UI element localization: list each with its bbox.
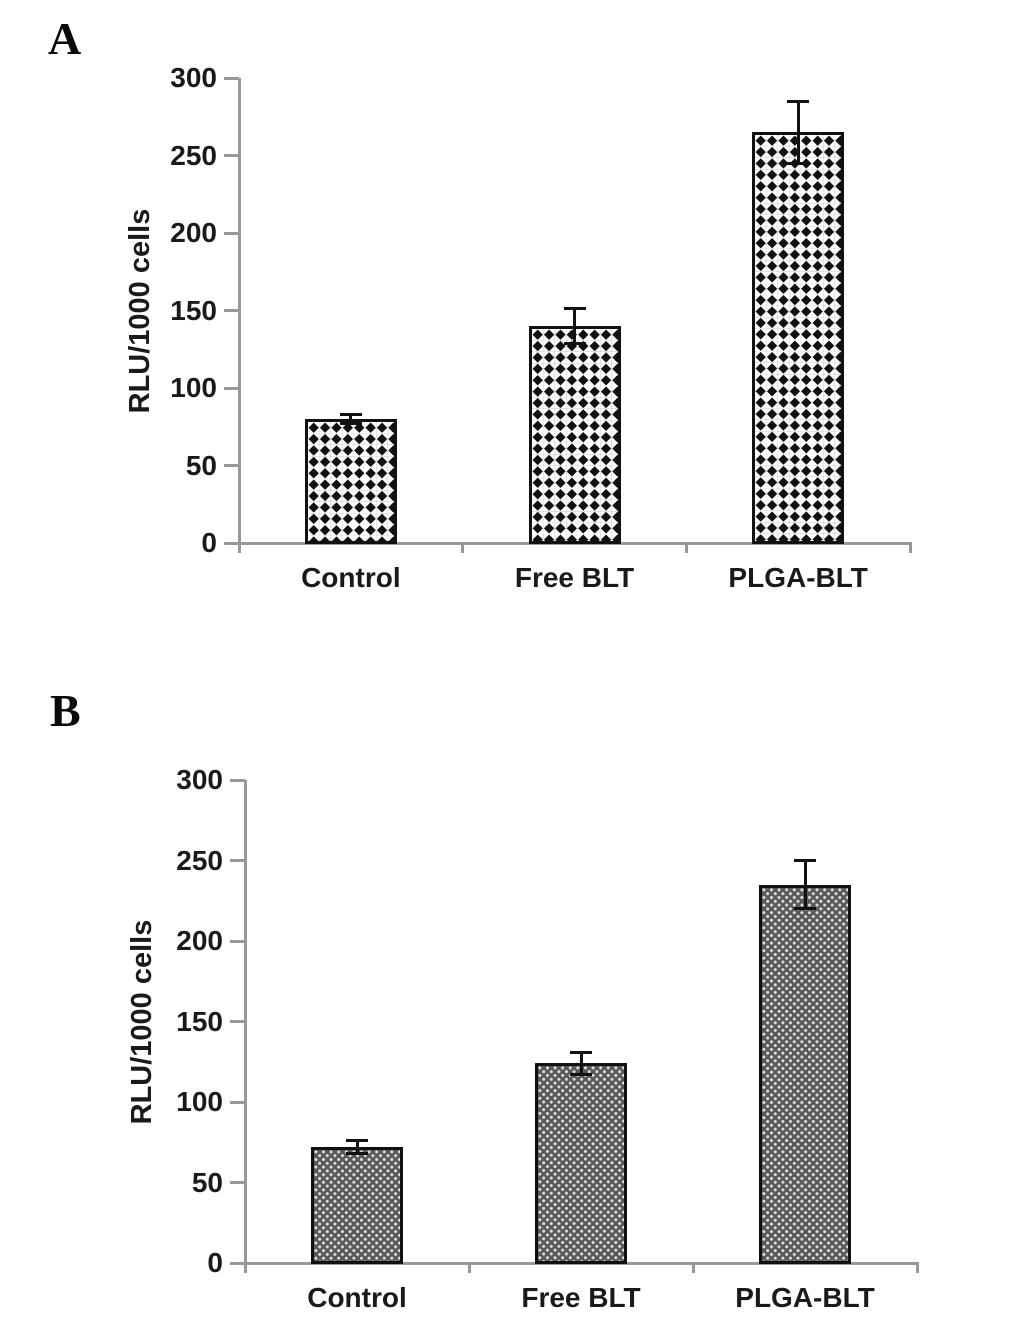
y-tick [230,939,245,943]
category-label-plga-blt: PLGA-BLT [728,562,868,593]
error-bar-line-control [349,414,353,424]
error-bar-cap-top-plga-blt [794,859,816,862]
bar-plga-blt [752,132,845,544]
y-tick-label: 250 [170,139,217,171]
bar-control [304,419,397,544]
y-tick-label: 200 [170,217,217,248]
y-tick [230,859,245,862]
x-tick [243,1263,247,1273]
y-tick-label: 50 [191,1166,223,1198]
y-tick-label: 150 [170,294,217,326]
y-tick [230,1100,245,1104]
y-tick-label: 250 [176,844,223,876]
x-tick [467,1263,471,1273]
y-tick-label: 50 [185,449,217,481]
x-tick [691,1263,695,1273]
y-axis-title: RLU/1000 cells [126,919,158,1124]
y-tick-label: 100 [170,372,217,403]
error-bar-cap-top-control [346,1139,368,1143]
error-bar-line-free-blt [573,308,576,344]
bar-control [311,1147,403,1264]
y-tick [230,1181,245,1184]
error-bar-line-free-blt [579,1052,583,1075]
error-bar-cap-bottom-control [339,422,362,426]
y-tick [224,541,239,545]
y-tick [224,386,239,390]
x-tick [237,543,241,553]
y-tick-label: 150 [176,1005,223,1037]
error-bar-cap-bottom-plga-blt [787,161,810,165]
y-axis-line [243,780,247,1273]
y-tick-label: 0 [201,527,217,558]
panel-b-letter: B [50,685,81,736]
category-label-free-blt: Free BLT [521,1282,641,1313]
bar-plga-blt [759,884,851,1264]
category-label-control: Control [301,562,401,593]
panel-a-letter: A [48,13,82,64]
error-bar-cap-bottom-control [346,1152,368,1156]
y-tick [230,778,245,782]
x-tick [908,543,912,553]
y-tick-label: 300 [176,764,223,795]
y-tick-label: 300 [170,62,217,93]
y-tick-label: 200 [176,925,223,956]
y-tick [224,464,239,467]
y-tick [224,309,239,312]
error-bar-cap-top-control [339,412,362,416]
category-label-plga-blt: PLGA-BLT [735,1282,875,1313]
y-tick [224,154,239,157]
x-tick [915,1263,919,1273]
y-axis-line [237,78,241,553]
error-bar-line-plga-blt [803,860,807,909]
y-tick [224,231,239,235]
error-bar-cap-bottom-plga-blt [794,907,816,911]
y-tick [230,1261,245,1265]
bar-free-blt [528,326,621,544]
bar-free-blt [535,1063,627,1264]
y-tick-label: 0 [207,1247,223,1278]
error-bar-cap-bottom-free-blt [570,1073,592,1077]
x-tick [461,543,465,553]
category-label-free-blt: Free BLT [514,562,635,593]
error-bar-cap-top-free-blt [570,1050,592,1054]
category-label-control: Control [307,1282,407,1313]
error-bar-cap-top-plga-blt [787,99,810,103]
y-tick [224,76,239,80]
error-bar-cap-top-free-blt [563,307,586,311]
y-tick-label: 100 [176,1086,223,1117]
error-bar-line-plga-blt [796,101,800,164]
y-tick [230,1020,245,1023]
x-tick [684,543,688,553]
error-bar-line-control [355,1140,359,1154]
error-bar-cap-bottom-free-blt [563,341,586,345]
